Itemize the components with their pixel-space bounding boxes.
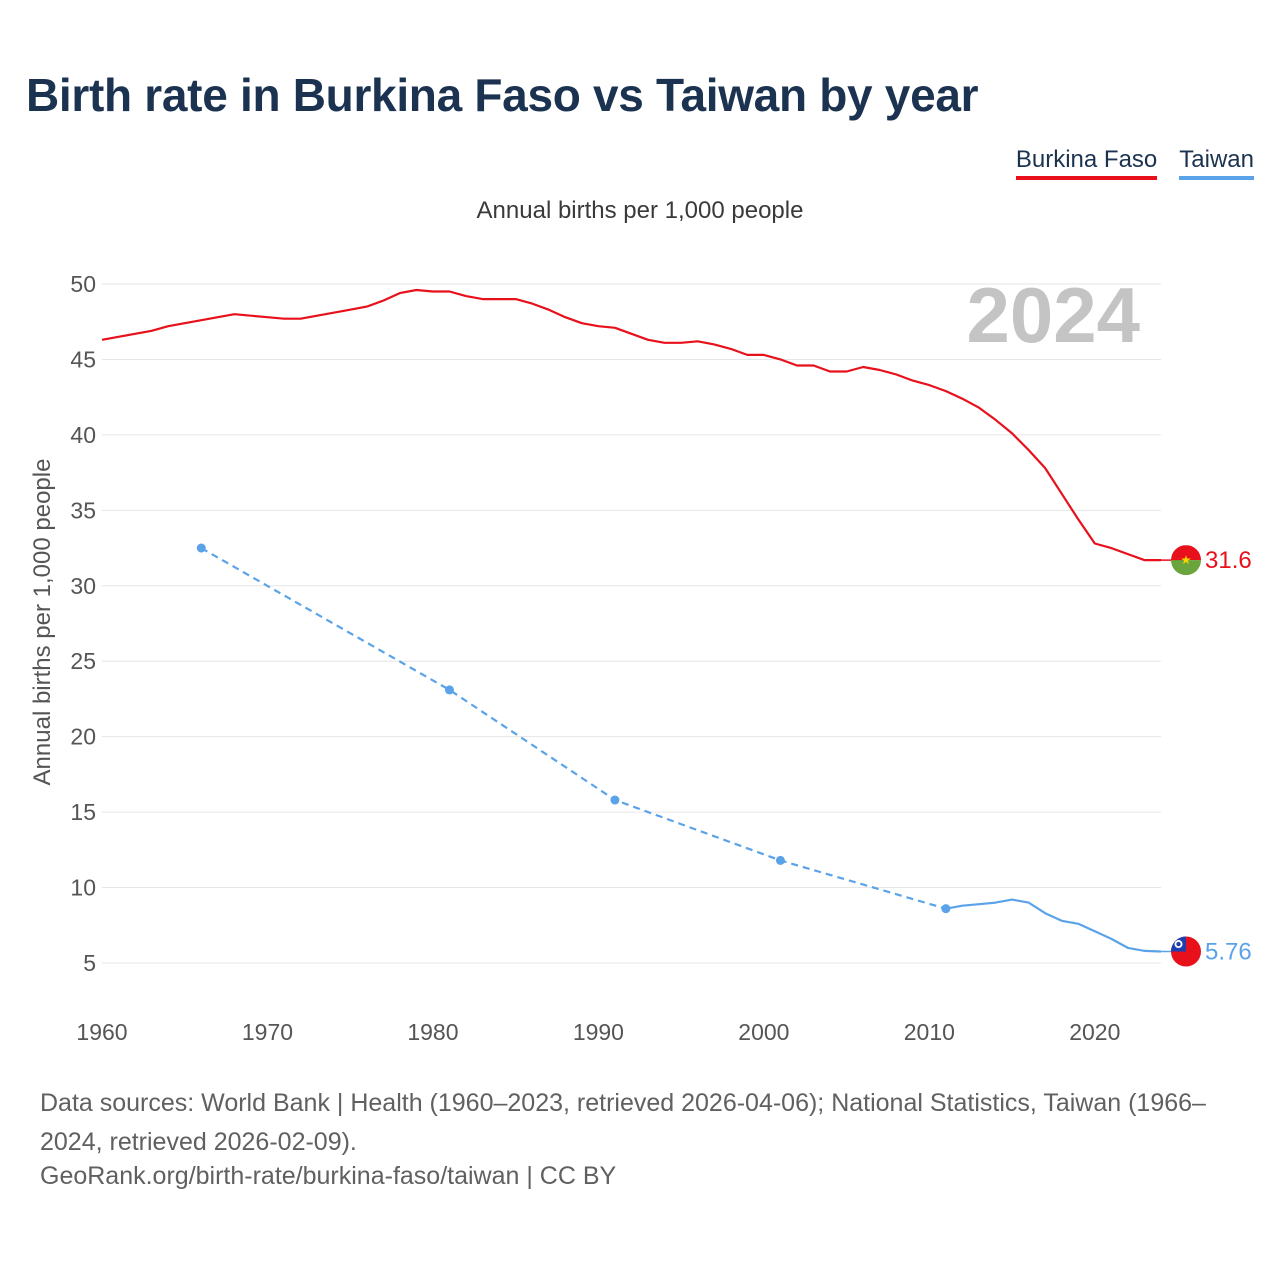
data-sources: Data sources: World Bank | Health (1960–… <box>40 1089 1206 1156</box>
taiwan-flag-icon <box>1171 936 1201 967</box>
x-tick-label: 2020 <box>1069 1019 1120 1045</box>
y-tick-label: 25 <box>70 648 96 674</box>
y-tick-label: 35 <box>70 497 96 523</box>
legend: Burkina Faso Taiwan <box>1015 146 1254 180</box>
legend-item-burkina-faso[interactable]: Burkina Faso <box>1015 146 1158 180</box>
series-line-dashed-taiwan <box>200 547 947 910</box>
x-tick-label: 1970 <box>242 1019 293 1045</box>
chart-subtitle: Annual births per 1,000 people <box>476 197 804 224</box>
y-tick-label: 45 <box>70 346 96 372</box>
series-layer: 31.6 5.76 <box>101 288 1252 967</box>
x-tick-label: 2000 <box>738 1019 789 1045</box>
series-taiwan: 5.76 <box>196 543 1252 967</box>
data-point[interactable] <box>444 685 454 695</box>
y-tick-label: 50 <box>70 271 96 297</box>
year-label: 2024 <box>966 271 1140 359</box>
data-point[interactable] <box>941 904 951 914</box>
x-tick-label: 1960 <box>76 1019 127 1045</box>
credit-link[interactable]: GeoRank.org/birth-rate/burkina-faso/taiw… <box>40 1162 617 1190</box>
y-tick-label: 40 <box>70 422 96 448</box>
end-value-label: 5.76 <box>1205 939 1252 966</box>
end-value-label: 31.6 <box>1205 547 1252 574</box>
y-tick-label: 20 <box>70 724 96 750</box>
x-tick-label: 2010 <box>904 1019 955 1045</box>
y-tick-label: 30 <box>70 573 96 599</box>
series-line-burkina-faso <box>101 288 1161 562</box>
data-point[interactable] <box>196 543 206 553</box>
x-tick-label: 1980 <box>407 1019 458 1045</box>
legend-item-taiwan[interactable]: Taiwan <box>1179 146 1254 180</box>
line-chart: 5 10 15 20 25 30 35 40 45 50 1960 1970 1980 1990 2000… <box>29 271 1252 1045</box>
y-axis-ticks: 5 10 15 20 25 30 35 40 45 50 <box>70 271 96 976</box>
y-tick-label: 5 <box>83 950 96 976</box>
chart-title: Birth rate in Burkina Faso vs Taiwan by … <box>26 69 979 121</box>
burkina-faso-flag-icon <box>1171 545 1201 576</box>
y-axis-label: Annual births per 1,000 people <box>29 459 56 786</box>
x-axis-ticks: 1960 1970 1980 1990 2000 2010 2020 <box>76 1019 1120 1045</box>
gridlines <box>102 283 1161 964</box>
data-point[interactable] <box>610 795 620 805</box>
data-point[interactable] <box>775 855 785 865</box>
y-tick-label: 15 <box>70 799 96 825</box>
series-line-taiwan <box>945 898 1162 953</box>
x-tick-label: 1990 <box>573 1019 624 1045</box>
y-tick-label: 10 <box>70 875 96 901</box>
series-burkina-faso: 31.6 <box>101 288 1252 576</box>
